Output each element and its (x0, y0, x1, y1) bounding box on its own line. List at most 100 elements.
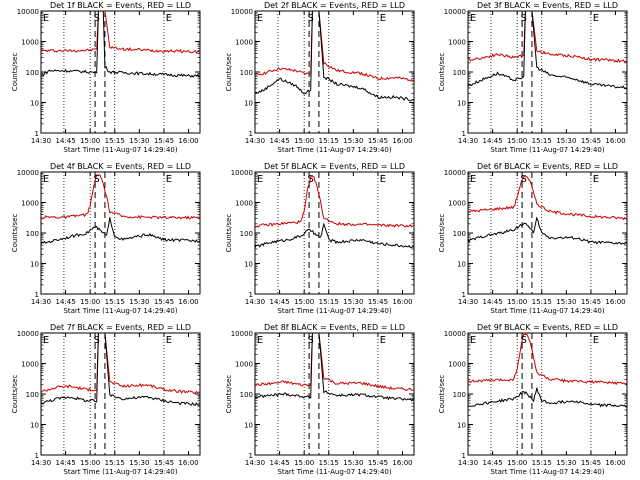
y-tick-label: 100 (453, 69, 466, 77)
marker-letter: E (166, 335, 172, 346)
y-tick-label: 1000 (448, 200, 466, 208)
chart-panel-9: Det 9f BLACK = Events, RED = LLD 1 10 100 10… (438, 323, 628, 476)
chart-title: Det 3f BLACK = Events, RED = LLD (477, 1, 618, 10)
plot-frame (254, 171, 415, 295)
y-tick-label: 10 (30, 261, 39, 269)
x-axis-label: Start Time (11-Aug-07 14:29:40) (490, 307, 604, 315)
series-line-black (255, 333, 414, 402)
series-line-black (468, 11, 627, 90)
y-axis-label: Counts/sec (438, 214, 446, 253)
y-tick-label: 10000 (444, 8, 466, 16)
x-tick-label: 15:00 (294, 137, 314, 145)
y-tick-label: 1000 (21, 361, 39, 369)
y-tick-label: 10 (30, 100, 39, 108)
y-tick-label: 10000 (444, 169, 466, 177)
y-axis-label: Counts/sec (225, 375, 233, 414)
y-tick-label: 1000 (235, 361, 253, 369)
x-tick-label: 15:15 (532, 298, 552, 306)
y-tick-label: 1 (35, 291, 39, 299)
x-axis-label: Start Time (11-Aug-07 14:29:40) (277, 146, 391, 154)
y-tick-label: 10 (30, 422, 39, 430)
marker-letter: S (94, 174, 100, 185)
marker-letter: S (94, 335, 100, 346)
plot-frame (40, 332, 201, 456)
marker-letter: S (308, 335, 314, 346)
y-axis-label: Counts/sec (438, 53, 446, 92)
y-tick-label: 1000 (448, 361, 466, 369)
x-tick-label: 16:00 (392, 298, 412, 306)
marker-letter: E (166, 174, 172, 185)
y-tick-label: 10000 (17, 330, 39, 338)
x-tick-label: 16:00 (605, 298, 625, 306)
x-tick-label: 14:45 (55, 137, 75, 145)
series-line-black (255, 11, 414, 102)
x-tick-label: 15:00 (80, 137, 100, 145)
marker-letter: E (166, 13, 172, 24)
x-tick-label: 15:00 (80, 459, 100, 467)
y-tick-label: 10000 (17, 169, 39, 177)
x-tick-label: 15:15 (532, 137, 552, 145)
x-tick-label: 15:30 (343, 459, 363, 467)
y-tick-label: 1 (249, 452, 253, 460)
x-tick-label: 14:30 (245, 459, 265, 467)
x-tick-label: 15:45 (154, 137, 174, 145)
x-axis-label: Start Time (11-Aug-07 14:29:40) (63, 146, 177, 154)
x-tick-label: 15:15 (105, 298, 125, 306)
plot-frame (254, 10, 415, 134)
y-axis-label: Counts/sec (438, 375, 446, 414)
x-tick-label: 16:00 (178, 137, 198, 145)
series-line-red (468, 176, 627, 221)
y-tick-label: 100 (26, 230, 39, 238)
x-tick-label: 14:30 (458, 459, 478, 467)
x-tick-label: 15:00 (80, 298, 100, 306)
marker-letter: E (470, 13, 476, 24)
y-tick-label: 1 (249, 291, 253, 299)
x-tick-label: 16:00 (392, 137, 412, 145)
y-tick-label: 1 (35, 130, 39, 138)
x-tick-label: 15:45 (154, 298, 174, 306)
x-tick-label: 16:00 (605, 137, 625, 145)
chart-title: Det 1f BLACK = Events, RED = LLD (50, 1, 191, 10)
y-tick-label: 10 (244, 100, 253, 108)
x-tick-label: 15:45 (581, 137, 601, 145)
series-line-black (255, 222, 414, 249)
y-tick-label: 10 (457, 100, 466, 108)
series-line-red (468, 333, 627, 386)
chart-panel-4: Det 4f BLACK = Events, RED = LLD 1 10 100 10… (11, 162, 201, 315)
x-axis-label: Start Time (11-Aug-07 14:29:40) (277, 307, 391, 315)
plot-frame (467, 171, 628, 295)
series-line-black (41, 217, 200, 245)
marker-letter: E (593, 13, 599, 24)
y-tick-label: 1 (462, 130, 466, 138)
x-tick-label: 15:30 (556, 298, 576, 306)
x-tick-label: 16:00 (605, 459, 625, 467)
y-tick-label: 1000 (448, 39, 466, 47)
x-tick-label: 14:45 (269, 137, 289, 145)
x-tick-label: 14:30 (31, 459, 51, 467)
y-tick-label: 1000 (21, 39, 39, 47)
x-tick-label: 15:15 (319, 137, 339, 145)
x-tick-label: 16:00 (392, 459, 412, 467)
y-tick-label: 10 (457, 261, 466, 269)
marker-letter: E (380, 335, 386, 346)
marker-letter: E (257, 13, 263, 24)
marker-letter: E (43, 174, 49, 185)
y-axis-label: Counts/sec (11, 53, 19, 92)
series-line-black (41, 11, 200, 78)
x-tick-label: 14:30 (31, 298, 51, 306)
chart-title: Det 8f BLACK = Events, RED = LLD (264, 323, 405, 332)
chart-title: Det 9f BLACK = Events, RED = LLD (477, 323, 618, 332)
x-tick-label: 15:15 (319, 459, 339, 467)
y-tick-label: 1 (462, 291, 466, 299)
y-tick-label: 100 (240, 230, 253, 238)
x-tick-label: 15:30 (556, 459, 576, 467)
x-tick-label: 15:30 (556, 137, 576, 145)
y-tick-label: 10 (244, 422, 253, 430)
x-tick-label: 15:45 (581, 298, 601, 306)
marker-letter: S (521, 13, 527, 24)
y-tick-label: 1000 (21, 200, 39, 208)
x-tick-label: 14:45 (482, 459, 502, 467)
chart-title: Det 5f BLACK = Events, RED = LLD (264, 162, 405, 171)
x-tick-label: 15:45 (154, 459, 174, 467)
